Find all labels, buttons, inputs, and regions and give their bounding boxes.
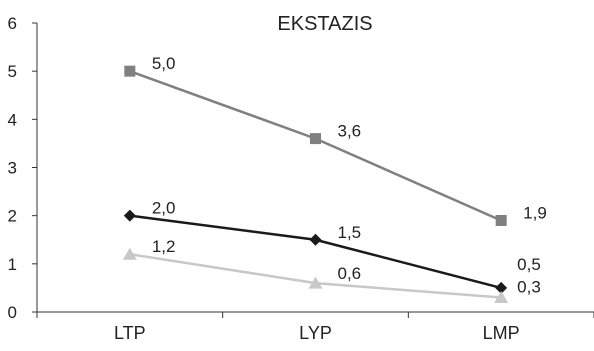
y-tick-label: 0 <box>8 303 17 322</box>
series-layer <box>122 65 509 304</box>
data-point-diamond <box>495 281 508 294</box>
y-tick-label: 5 <box>8 62 17 81</box>
y-tick-label: 2 <box>8 207 17 226</box>
chart-axes: 0 1 2 3 4 5 6 LTP LYP LMP <box>8 14 594 343</box>
y-tick-label: 6 <box>8 14 17 33</box>
data-point-triangle <box>308 276 323 289</box>
x-category-label: LTP <box>114 323 146 343</box>
data-label: 5,0 <box>152 54 176 73</box>
data-label: 2,0 <box>152 199 176 218</box>
y-tick-label: 1 <box>8 255 17 274</box>
data-label: 1,5 <box>338 223 362 242</box>
chart-title: EKSTAZIS <box>277 13 372 35</box>
series-line <box>129 69 502 222</box>
x-category-label: LYP <box>299 323 332 343</box>
data-point-square <box>124 65 136 77</box>
data-point-square <box>310 133 321 145</box>
data-label: 0,3 <box>517 278 541 297</box>
data-label: 0,6 <box>338 264 362 283</box>
data-label: 0,5 <box>517 255 541 274</box>
data-point-triangle <box>122 247 137 260</box>
y-tick-label: 4 <box>8 110 17 129</box>
data-point-triangle <box>494 291 509 304</box>
data-label: 1,2 <box>152 237 176 256</box>
data-point-diamond <box>123 209 136 222</box>
data-point-diamond <box>309 233 322 246</box>
x-category-label: LMP <box>483 323 520 343</box>
y-tick-label: 3 <box>8 159 17 178</box>
data-labels-layer: 5,0 3,6 1,9 2,0 1,5 0,5 1,2 0,6 0,3 <box>152 54 547 296</box>
data-point-square <box>495 214 507 226</box>
data-label: 3,6 <box>338 122 362 141</box>
series-line <box>129 252 502 299</box>
data-label: 1,9 <box>523 203 547 222</box>
